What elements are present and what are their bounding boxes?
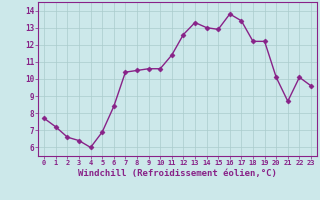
X-axis label: Windchill (Refroidissement éolien,°C): Windchill (Refroidissement éolien,°C)	[78, 169, 277, 178]
